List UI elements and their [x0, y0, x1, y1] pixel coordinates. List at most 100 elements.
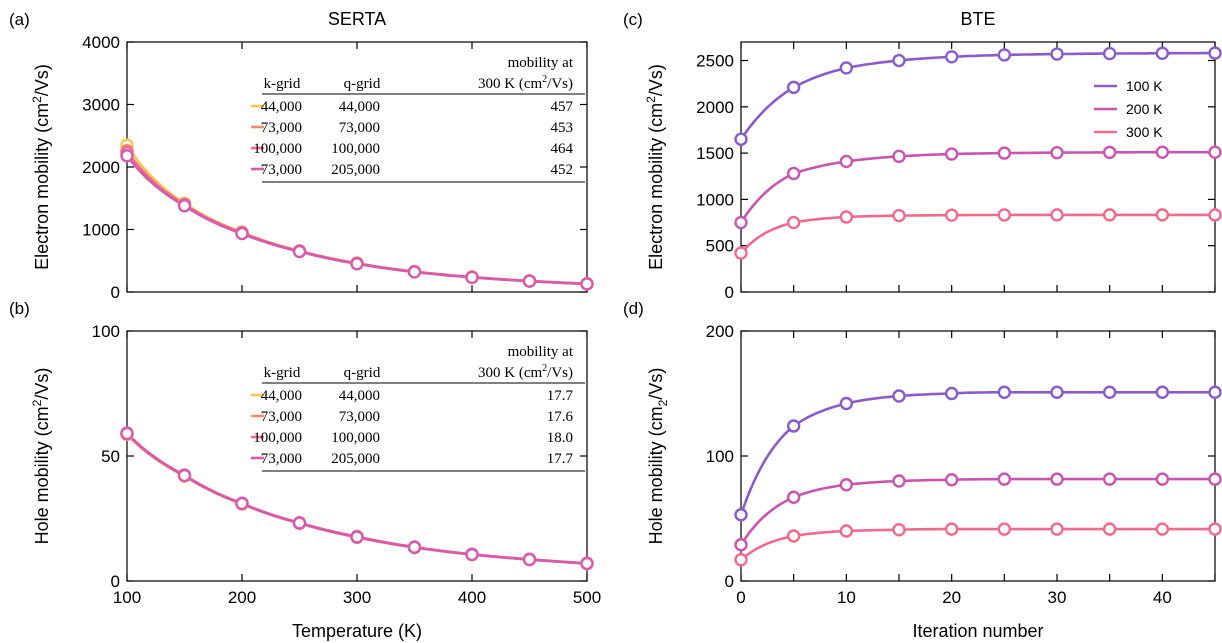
- data-point: [1102, 46, 1117, 61]
- legend-entry: 100 K: [1126, 78, 1163, 94]
- legend-entry: 300 K: [1126, 124, 1163, 140]
- x-axis-label: Iteration number: [912, 621, 1043, 641]
- x-tick-label: 100: [113, 588, 141, 607]
- table-header-exp: 2: [542, 74, 547, 85]
- y-axis-label: Hole mobility (cm2/Vs): [646, 368, 670, 545]
- data-point: [892, 389, 906, 403]
- y-tick-label: 0: [725, 572, 734, 591]
- data-point: [235, 496, 249, 511]
- panel-d: 0 100 200 0 10 20 30 40 (d) Iteration number Hole …: [623, 299, 1222, 641]
- data-point: [892, 53, 906, 68]
- table-cell: 457: [551, 99, 574, 115]
- data-point: [786, 490, 801, 504]
- data-point: [1050, 522, 1064, 536]
- data-point: [350, 257, 364, 271]
- data-point: [350, 530, 364, 544]
- y-tick-label: 200: [706, 322, 734, 341]
- data-point: [892, 474, 906, 488]
- data-point: [944, 522, 959, 536]
- data-point: [1208, 385, 1222, 399]
- data-point: [786, 166, 801, 181]
- data-point: [1102, 472, 1117, 486]
- data-point: [580, 556, 594, 571]
- plot-frame: [740, 330, 1216, 582]
- data-point: [997, 472, 1012, 486]
- data-point: [407, 540, 422, 554]
- table-cell: 100,000: [253, 141, 302, 157]
- data-point: [292, 244, 307, 259]
- table-header-top: mobility at: [508, 344, 574, 360]
- data-point: [235, 226, 249, 241]
- plot-frame: [740, 41, 1216, 293]
- data-point: [1155, 46, 1170, 60]
- y-axis-label-part: Electron mobility (cm: [646, 103, 666, 270]
- table-cell: 205,000: [331, 162, 380, 178]
- y-axis-label-part: /Vs): [32, 64, 52, 96]
- table-cell: 73,000: [261, 409, 302, 425]
- panel-c: 0 500 1000 1500 2000 2500 (c) BTE Electron mobil…: [623, 9, 1222, 302]
- data-point: [892, 523, 906, 537]
- table-cell: 17.6: [547, 409, 574, 425]
- data-point: [734, 538, 748, 552]
- data-point: [734, 246, 748, 260]
- y-tick-label: 2500: [696, 52, 734, 71]
- data-point: [997, 48, 1012, 62]
- table-cell: 464: [551, 141, 574, 157]
- table-header-exp: 2: [542, 363, 547, 374]
- data-point: [839, 154, 854, 169]
- data-point: [522, 552, 537, 567]
- table-cell: 100,000: [253, 430, 302, 446]
- data-point: [944, 147, 959, 161]
- table-cell: 73,000: [261, 162, 302, 178]
- data-point: [1208, 208, 1222, 222]
- data-point: [120, 149, 134, 163]
- table-cell: 73,000: [339, 409, 380, 425]
- y-axis-label-part: Electron mobility (cm: [32, 103, 52, 270]
- data-point: [997, 208, 1012, 222]
- table-cell: 44,000: [339, 99, 380, 115]
- series-line-0: [741, 51, 1215, 140]
- data-point: [292, 516, 307, 530]
- panel-label: (d): [623, 299, 644, 318]
- panel-title: BTE: [960, 9, 995, 29]
- data-point: [465, 270, 479, 285]
- x-tick-label: 300: [343, 588, 371, 607]
- x-tick-label: 400: [458, 588, 486, 607]
- data-point: [1050, 47, 1064, 61]
- plot-area: [741, 391, 1215, 561]
- table-header-part: 300 K (cm: [478, 76, 542, 92]
- data-point: [522, 274, 537, 288]
- table-cell: 17.7: [547, 388, 574, 404]
- table-header-kgrid: k-grid: [264, 365, 301, 381]
- data-point: [997, 385, 1012, 399]
- data-point: [786, 529, 801, 543]
- table-cell: 453: [551, 120, 574, 136]
- y-tick-label: 2000: [696, 98, 734, 117]
- y-tick-label: 4000: [82, 33, 120, 52]
- grid-table: mobility at k-grid q-grid 300 K (cm2/Vs) 44,…: [251, 55, 585, 183]
- table-cell: 73,000: [339, 120, 380, 136]
- data-point: [1208, 522, 1222, 536]
- data-point: [1208, 472, 1222, 486]
- y-tick-label: 2000: [82, 158, 120, 177]
- data-point: [734, 553, 748, 567]
- y-tick-label: 0: [111, 283, 120, 302]
- series-line-0: [741, 391, 1215, 516]
- data-point: [465, 547, 479, 562]
- x-axis-label: Temperature (K): [292, 621, 422, 641]
- y-axis-label-exp: 2: [644, 96, 658, 103]
- data-point: [1102, 385, 1117, 399]
- data-point: [1050, 472, 1064, 486]
- panel-b: 0 50 100 100 200 300 400 500 (b) Temperature (K) H…: [9, 299, 601, 641]
- series-line-1: [741, 150, 1215, 224]
- data-point: [786, 215, 801, 230]
- data-point: [1155, 385, 1170, 399]
- data-point: [944, 208, 959, 222]
- x-tick-label: 20: [942, 588, 961, 607]
- x-tick-label: 200: [228, 588, 256, 607]
- data-point: [892, 208, 906, 223]
- data-point: [407, 265, 422, 279]
- y-tick-label: 3000: [82, 96, 120, 115]
- data-point: [1050, 385, 1064, 399]
- table-header-kgrid: k-grid: [264, 76, 301, 92]
